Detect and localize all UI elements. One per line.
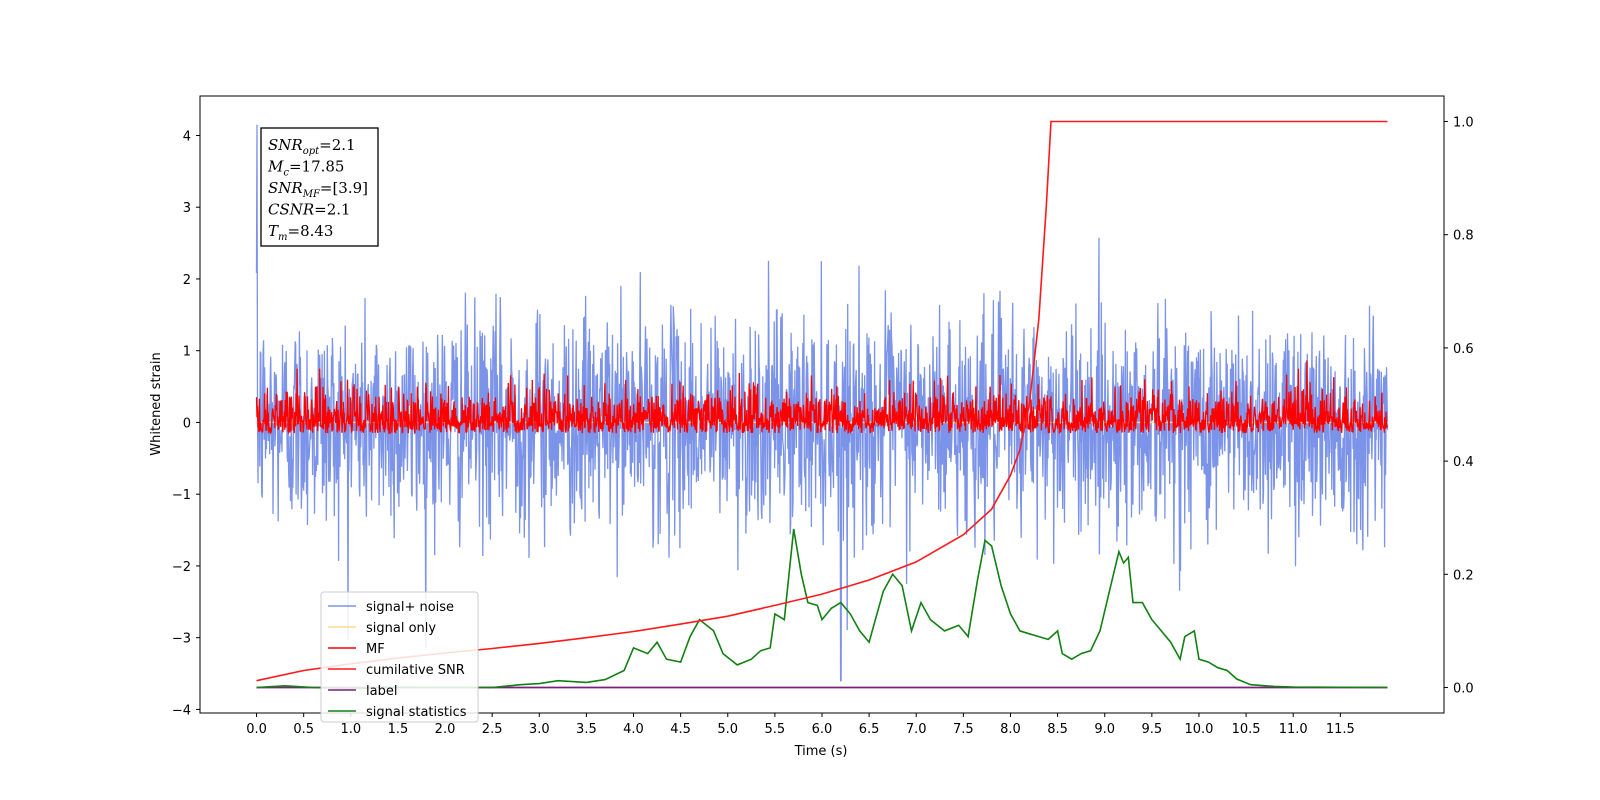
x-tick-label: 0.5 bbox=[293, 722, 314, 737]
y-axis-label: Whitened strain bbox=[149, 352, 164, 455]
legend-label: label bbox=[366, 684, 397, 699]
series-mf bbox=[255, 360, 1389, 436]
x-tick-label: 9.0 bbox=[1094, 722, 1115, 737]
y-tick-label: 4 bbox=[183, 129, 191, 144]
x-tick-label: 3.5 bbox=[576, 722, 597, 737]
x-tick-label: 4.0 bbox=[623, 722, 644, 737]
x-tick-label: 7.0 bbox=[906, 722, 927, 737]
x-tick-label: 11.0 bbox=[1279, 722, 1308, 737]
legend: signal+ noise signal only MF cumilative SNR… bbox=[320, 591, 479, 723]
y2-tick-label: 0.0 bbox=[1453, 682, 1474, 697]
y2-tick-label: 0.6 bbox=[1453, 342, 1474, 357]
x-tick-label: 6.0 bbox=[812, 722, 833, 737]
legend-label: signal+ noise bbox=[366, 600, 454, 615]
series-signal-statistics bbox=[256, 528, 1388, 690]
x-tick-label: 2.5 bbox=[482, 722, 503, 737]
x-tick-label: 11.5 bbox=[1326, 722, 1355, 737]
y-tick-label: −2 bbox=[172, 560, 191, 575]
x-tick-label: 8.0 bbox=[1000, 722, 1021, 737]
y-axis-left: 4 3 2 1 0 −1 −2 −3 −4 bbox=[172, 129, 200, 718]
x-tick-label: 10.0 bbox=[1184, 722, 1213, 737]
x-tick-label: 10.5 bbox=[1232, 722, 1261, 737]
annotation-line: Mc=17.85 bbox=[267, 158, 344, 179]
legend-label: MF bbox=[366, 642, 385, 657]
annotation-line: Tm=8.43 bbox=[268, 222, 333, 243]
annotation-line: CSNR=2.1 bbox=[268, 201, 351, 219]
x-tick-label: 9.5 bbox=[1142, 722, 1163, 737]
x-tick-label: 7.5 bbox=[953, 722, 974, 737]
x-axis-label: Time (s) bbox=[794, 744, 848, 759]
x-tick-label: 5.5 bbox=[765, 722, 786, 737]
annotation-line: SNRopt=2.1 bbox=[268, 136, 356, 157]
x-tick-label: 2.0 bbox=[435, 722, 456, 737]
x-tick-label: 1.5 bbox=[388, 722, 409, 737]
y-tick-label: −4 bbox=[172, 703, 191, 718]
y2-tick-label: 0.4 bbox=[1453, 455, 1474, 470]
x-tick-label: 4.5 bbox=[670, 722, 691, 737]
y2-tick-label: 0.8 bbox=[1453, 229, 1474, 244]
y2-tick-label: 0.2 bbox=[1453, 568, 1474, 583]
x-axis: 0.0 0.5 1.0 1.5 2.0 2.5 3.0 3.5 4.0 4.5 5.0 5.5 6.0 6… bbox=[246, 713, 1355, 737]
x-tick-label: 0.0 bbox=[246, 722, 267, 737]
legend-label: signal statistics bbox=[366, 705, 467, 720]
legend-label: cumilative SNR bbox=[366, 663, 465, 678]
annotation-line: SNRMF=[3.9] bbox=[268, 179, 368, 200]
x-tick-label: 3.0 bbox=[529, 722, 550, 737]
y-axis-right: 1.0 0.8 0.6 0.4 0.2 0.0 bbox=[1444, 115, 1474, 697]
y-tick-label: −1 bbox=[172, 488, 191, 503]
y-tick-label: 1 bbox=[183, 345, 191, 360]
y-tick-label: 3 bbox=[183, 201, 191, 216]
legend-label: signal only bbox=[366, 621, 436, 636]
x-tick-label: 6.5 bbox=[859, 722, 880, 737]
x-tick-label: 8.5 bbox=[1047, 722, 1068, 737]
y2-tick-label: 1.0 bbox=[1453, 115, 1474, 130]
y-tick-label: 2 bbox=[183, 273, 191, 288]
y-tick-label: 0 bbox=[183, 416, 191, 431]
x-tick-label: 5.0 bbox=[717, 722, 738, 737]
x-tick-label: 1.0 bbox=[340, 722, 361, 737]
y-tick-label: −3 bbox=[172, 632, 191, 647]
